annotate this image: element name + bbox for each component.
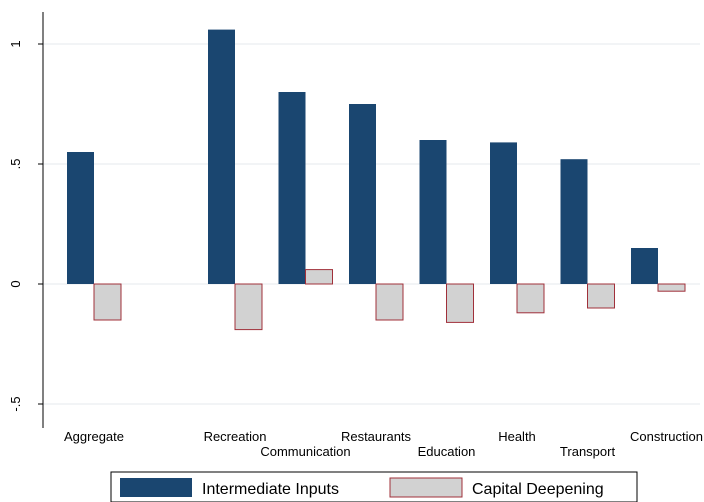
x-axis-category-labels: Aggregate RecreationCommunicationRestaura…: [64, 429, 703, 459]
y-tick-label: -.5: [8, 396, 23, 411]
y-tick-label: 1: [8, 40, 23, 47]
legend-label-intermediate-inputs: Intermediate Inputs: [202, 481, 339, 498]
category-label-recreation: Recreation: [204, 429, 267, 444]
category-label-construction: Construction: [630, 429, 703, 444]
category-label-restaurants: Restaurants: [341, 429, 412, 444]
bar-capital-deepening-restaurants: [375, 283, 404, 321]
bar-capital-deepening-transport: [587, 283, 615, 309]
bar-capital-deepening-education: [446, 283, 474, 323]
legend-label-capital-deepening: Capital Deepening: [472, 481, 604, 498]
bar-intermediate-inputs-restaurants: [349, 104, 376, 284]
bar-capital-deepening-aggregate: [93, 283, 122, 321]
bar-capital-deepening-construction: [657, 283, 686, 292]
category-label-education: Education: [418, 444, 476, 459]
category-label-aggregate: Aggregate: [64, 429, 124, 444]
category-label-communication: Communication: [260, 444, 350, 459]
bar-intermediate-inputs-recreation: [208, 29, 235, 284]
y-tick-label: 0: [8, 280, 23, 287]
bar-capital-deepening-health: [516, 283, 545, 314]
legend-box: [110, 471, 638, 502]
bar-intermediate-inputs-transport: [560, 159, 588, 284]
bar-intermediate-inputs-communication: [278, 92, 306, 284]
bar-capital-deepening-communication: [305, 269, 333, 285]
bar-intermediate-inputs-aggregate: [67, 152, 94, 284]
bar-capital-deepening-recreation: [234, 283, 263, 331]
bar-intermediate-inputs-construction: [631, 248, 658, 284]
legend-swatch-intermediate-inputs: [120, 478, 192, 497]
category-label-transport: Transport: [560, 444, 616, 459]
legend-swatch-capital-deepening: [389, 477, 463, 498]
legend: Intermediate Inputs Capital Deepening: [110, 471, 638, 502]
y-tick-label: .5: [8, 159, 23, 170]
bar-intermediate-inputs-health: [490, 142, 517, 284]
bars: [67, 29, 686, 331]
category-label-health: Health: [498, 429, 536, 444]
bar-intermediate-inputs-education: [419, 140, 447, 284]
y-axis-ticks: -.5 0 .5 1: [8, 40, 43, 412]
